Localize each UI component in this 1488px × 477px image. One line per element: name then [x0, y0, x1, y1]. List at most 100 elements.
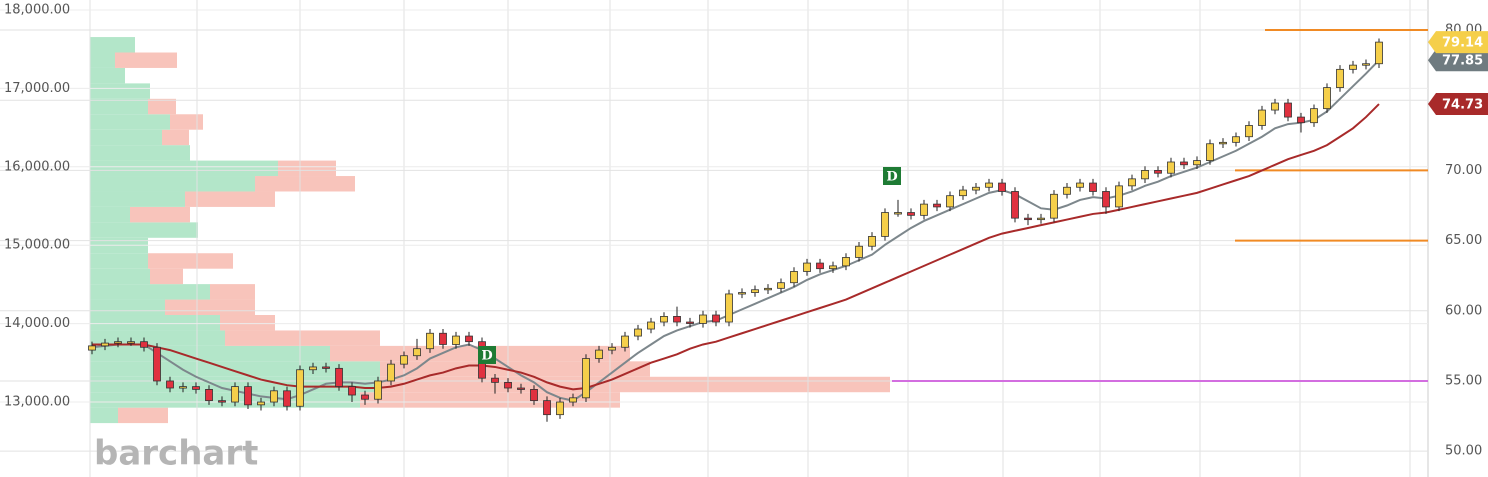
candle-body [595, 349, 603, 359]
candle-body [894, 212, 902, 215]
price-tag-label: 77.85 [1442, 54, 1483, 69]
candle-body [725, 293, 733, 323]
candle-body [439, 332, 447, 345]
event-marker [883, 167, 901, 185]
profile-down [170, 114, 203, 130]
candle-body [855, 245, 863, 258]
candle-body [1284, 102, 1292, 118]
price-tag [1428, 31, 1488, 54]
candle-body [1141, 170, 1149, 180]
profile-down [148, 98, 176, 115]
candle-body [868, 235, 876, 247]
event-label: D [481, 349, 492, 364]
candle-body [335, 367, 343, 387]
profile-down [225, 330, 380, 346]
candle-body [1297, 116, 1305, 124]
y-tick-label: 50.00 [1445, 444, 1482, 459]
candle-body [751, 289, 759, 293]
profile-down [380, 376, 890, 393]
price-tag-label: 79.14 [1442, 36, 1483, 51]
profile-up [90, 299, 165, 316]
profile-up [90, 268, 150, 285]
candle-body [1219, 141, 1227, 145]
profile-down [118, 407, 168, 424]
candle-body [673, 316, 681, 323]
candle-body [452, 335, 460, 345]
candle-body [1362, 63, 1370, 66]
candle-body [1115, 185, 1123, 208]
candle-body [1154, 170, 1162, 174]
profile-up [90, 191, 185, 207]
candle-body [764, 287, 772, 291]
candle-body [1102, 191, 1110, 208]
candle-body [1167, 161, 1175, 174]
profile-down [220, 315, 275, 331]
candle-body [634, 328, 642, 337]
event-marker [478, 346, 496, 364]
candle-body [1128, 178, 1136, 187]
candle-body [1180, 161, 1188, 166]
candle-body [387, 363, 395, 382]
profile-up [90, 98, 148, 115]
candle-body [127, 341, 135, 344]
candle-body [920, 203, 928, 216]
candle-body [1375, 41, 1383, 65]
candle-body [1024, 217, 1032, 221]
candle-body [543, 400, 551, 416]
candle-body [686, 321, 694, 324]
profile-down [150, 268, 183, 285]
profile-up [90, 52, 115, 68]
candle-body [296, 369, 304, 407]
y-tick-label: 55.00 [1445, 373, 1482, 388]
candle-body [530, 389, 538, 402]
candle-body [1076, 182, 1084, 188]
candle-body [1011, 191, 1019, 219]
profile-down [162, 129, 189, 146]
candle-body [465, 335, 473, 343]
candle-body [348, 386, 356, 396]
candle-body [192, 386, 200, 390]
y2-tick-label: 15,000.00 [4, 238, 70, 253]
y2-tick-label: 17,000.00 [4, 81, 70, 96]
moving-average [92, 103, 1380, 391]
candle-body [1232, 136, 1240, 143]
candle-body [491, 377, 499, 383]
profile-down [210, 284, 255, 300]
price-tag [1428, 49, 1488, 72]
candle-body [270, 390, 278, 403]
candle-body [582, 358, 590, 399]
candle-body [1245, 125, 1253, 138]
candle-body [426, 332, 434, 350]
candle-body [1349, 64, 1357, 70]
candle-body [1050, 193, 1058, 219]
profile-down [148, 253, 233, 269]
candle-body [1323, 87, 1331, 110]
candle-body [816, 262, 824, 270]
price-tag-label: 74.73 [1442, 98, 1483, 113]
candle-body [1206, 143, 1214, 161]
profile-up [90, 392, 360, 408]
candle-body [569, 397, 577, 403]
y2-tick-label: 16,000.00 [4, 159, 70, 174]
candle-body [413, 348, 421, 357]
candle-body [322, 366, 330, 369]
watermark: barchart [94, 434, 258, 474]
y-tick-label: 60.00 [1445, 303, 1482, 318]
candle-body [1271, 102, 1279, 111]
candle-body [608, 346, 616, 351]
candle-body [361, 394, 369, 400]
candle-body [803, 262, 811, 272]
candle-body [829, 265, 837, 270]
profile-down [278, 160, 336, 177]
candle-body [374, 380, 382, 400]
candle-body [1336, 68, 1344, 88]
candle-body [309, 366, 317, 371]
candle-body [504, 381, 512, 389]
candle-body [114, 341, 122, 344]
profile-up [90, 206, 130, 223]
candle-body [231, 386, 239, 403]
moving-average [91, 59, 1380, 402]
candle-body [140, 341, 148, 348]
profile-up [90, 129, 162, 146]
